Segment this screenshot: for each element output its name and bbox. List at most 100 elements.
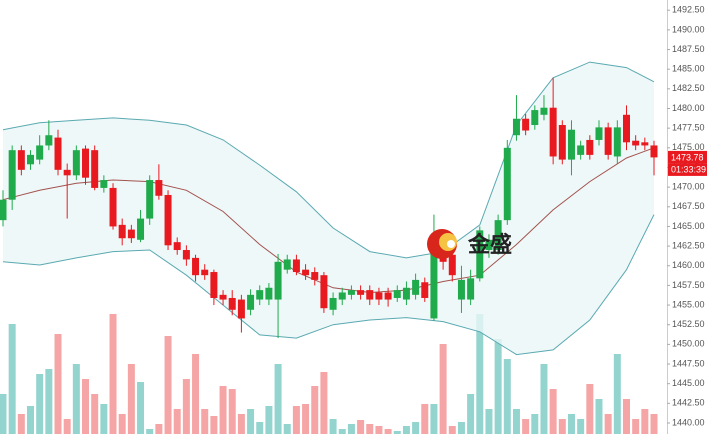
volume-bar xyxy=(302,404,310,434)
candle-body xyxy=(641,142,649,146)
volume-bar xyxy=(448,426,456,434)
volume-bar xyxy=(0,394,7,434)
volume-bar xyxy=(338,429,346,434)
volume-bar xyxy=(522,419,530,434)
candle-body xyxy=(210,272,218,298)
y-tick-label: 1460.00 xyxy=(672,260,705,270)
y-tick-label: 1447.50 xyxy=(672,358,705,368)
candle-body xyxy=(0,199,7,221)
volume-bar xyxy=(503,359,511,434)
volume-bar xyxy=(393,431,401,434)
candle-body xyxy=(650,145,658,158)
candle-body xyxy=(228,297,236,310)
candle-body xyxy=(522,118,530,131)
candle-body xyxy=(109,187,117,227)
volume-bar xyxy=(421,404,429,434)
candle-body xyxy=(375,292,383,300)
candle-body xyxy=(17,150,25,170)
y-tick-label: 1487.50 xyxy=(672,44,705,54)
y-tick-label: 1485.00 xyxy=(672,64,705,74)
volume-bar xyxy=(375,426,383,434)
y-tick-label: 1462.50 xyxy=(672,240,705,250)
volume-bar xyxy=(485,409,493,434)
candle-body xyxy=(82,148,90,178)
y-tick-label: 1450.00 xyxy=(672,339,705,349)
volume-bar xyxy=(366,424,374,434)
volume-bar xyxy=(283,424,291,434)
candle-body xyxy=(302,269,310,276)
volume-bar xyxy=(274,364,282,434)
volume-bar xyxy=(36,374,44,434)
candle-body xyxy=(512,118,520,136)
price-tag-label: 1473.78 xyxy=(671,152,704,162)
candle-body xyxy=(494,220,502,251)
y-tick-label: 1482.50 xyxy=(672,83,705,93)
candle-body xyxy=(146,180,154,219)
candle-body xyxy=(292,259,300,273)
candle-body xyxy=(237,299,245,319)
candle-body xyxy=(265,287,273,300)
volume-bar xyxy=(586,384,594,434)
band-fill xyxy=(3,62,654,355)
band-upper xyxy=(2,61,655,259)
candle-body xyxy=(173,242,181,251)
volume-bar xyxy=(237,414,245,434)
volume-bar xyxy=(604,414,612,434)
volume-bar xyxy=(256,422,264,434)
volume-bar xyxy=(439,344,447,434)
candle-body xyxy=(558,125,566,160)
y-tick-label: 1470.00 xyxy=(672,181,705,191)
y-tick-label: 1475.00 xyxy=(672,142,705,152)
volume-bar xyxy=(100,404,108,434)
candle-body xyxy=(531,110,539,126)
volume-bar xyxy=(8,324,16,434)
volume-bar xyxy=(27,406,35,434)
candle-body xyxy=(549,107,557,157)
volume-bar xyxy=(247,409,255,434)
volume-bar xyxy=(137,382,145,434)
candle-body xyxy=(457,279,465,300)
candle-body xyxy=(283,259,291,270)
volume-bar xyxy=(347,424,355,434)
candle-body xyxy=(613,127,621,157)
volume-bar xyxy=(265,406,273,434)
candle-body xyxy=(467,278,475,300)
volume-bar xyxy=(155,424,163,434)
volume-bar xyxy=(531,414,539,434)
volume-bar xyxy=(558,419,566,434)
candle-body xyxy=(137,218,145,240)
candle-body xyxy=(338,292,346,300)
candle-body xyxy=(384,292,392,300)
y-tick-label: 1440.00 xyxy=(672,417,705,427)
volume-bar xyxy=(17,414,25,434)
countdown-box xyxy=(668,163,707,176)
y-tick-label: 1492.50 xyxy=(672,5,705,15)
price-tag xyxy=(668,150,707,164)
volume-bar xyxy=(540,364,548,434)
logo: 金盛 xyxy=(427,229,512,259)
candle-body xyxy=(347,290,355,295)
candle-body xyxy=(476,230,484,279)
y-tick-label: 1480.00 xyxy=(672,103,705,113)
candle-body xyxy=(45,135,53,146)
volume-bar xyxy=(228,389,236,434)
plot xyxy=(0,61,658,434)
candle-body xyxy=(448,254,456,276)
y-tick-label: 1467.50 xyxy=(672,201,705,211)
candle-body xyxy=(357,290,365,295)
volume-bar xyxy=(595,399,603,434)
candle-body xyxy=(430,235,438,319)
volume-bar xyxy=(412,422,420,434)
volume-bar xyxy=(613,354,621,434)
candle-body xyxy=(256,290,264,300)
candle-body xyxy=(632,140,640,146)
volume-bar xyxy=(577,419,585,434)
y-tick-label: 1442.50 xyxy=(672,398,705,408)
y-tick-label: 1477.50 xyxy=(672,123,705,133)
candle-body xyxy=(402,287,410,300)
candle-body xyxy=(182,250,190,260)
volume-bar xyxy=(54,334,62,434)
volume-bar xyxy=(512,409,520,434)
candle-body xyxy=(72,150,80,176)
